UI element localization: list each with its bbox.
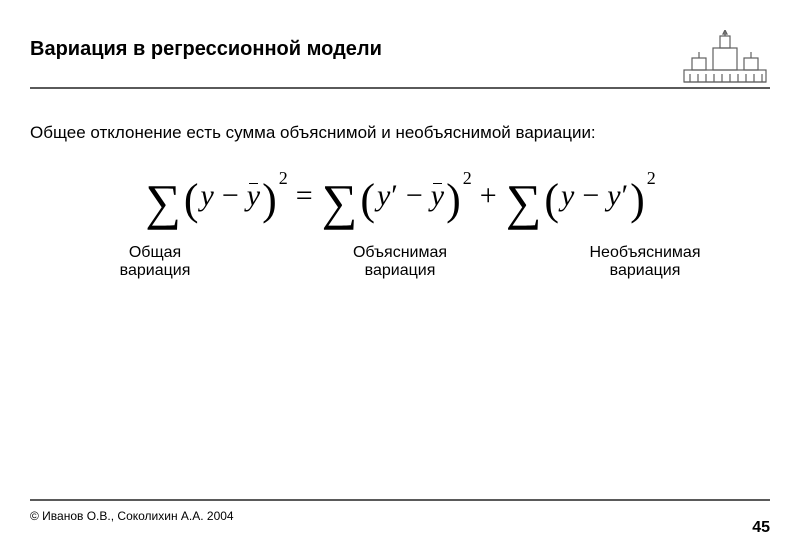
var-ybar: y — [247, 179, 260, 213]
var-y: y — [561, 179, 574, 213]
exponent: 2 — [279, 168, 288, 189]
var-yprime: y — [607, 179, 628, 213]
plus-sign: + — [480, 179, 497, 213]
label-total: Общая вариация — [80, 244, 230, 280]
exponent: 2 — [647, 168, 656, 189]
minus-sign: − — [406, 179, 423, 213]
label-total-l2: вариация — [80, 262, 230, 280]
body-text: Общее отклонение есть сумма объяснимой и… — [30, 123, 770, 143]
header-divider — [30, 87, 770, 89]
label-unexplained-l1: Необъяснимая — [570, 244, 720, 262]
label-explained: Объяснимая вариация — [325, 244, 475, 280]
minus-sign: − — [582, 179, 599, 213]
equals-sign: = — [296, 179, 313, 213]
header-row: Вариация в регрессионной модели — [30, 30, 770, 85]
label-total-l1: Общая — [80, 244, 230, 262]
copyright-text: © Иванов О.В., Соколихин А.А. 2004 — [30, 509, 234, 523]
slide-title: Вариация в регрессионной модели — [30, 38, 382, 61]
formula-labels: Общая вариация Объяснимая вариация Необъ… — [30, 244, 770, 280]
minus-sign: − — [222, 179, 239, 213]
slide-container: Вариация в регрессионной модели — [0, 0, 800, 553]
exponent: 2 — [463, 168, 472, 189]
university-logo — [680, 30, 770, 85]
label-explained-l1: Объяснимая — [325, 244, 475, 262]
var-y: y — [201, 179, 214, 213]
footer-divider — [30, 499, 770, 501]
page-number: 45 — [752, 519, 770, 537]
variance-formula: ∑ ( y − y ) 2 = ∑ ( y − y ) 2 + ∑ ( y − … — [144, 179, 656, 213]
label-unexplained: Необъяснимая вариация — [570, 244, 720, 280]
label-explained-l2: вариация — [325, 262, 475, 280]
label-unexplained-l2: вариация — [570, 262, 720, 280]
formula-block: ∑ ( y − y ) 2 = ∑ ( y − y ) 2 + ∑ ( y − … — [30, 179, 770, 218]
var-yprime: y — [377, 179, 398, 213]
var-ybar: y — [431, 179, 444, 213]
